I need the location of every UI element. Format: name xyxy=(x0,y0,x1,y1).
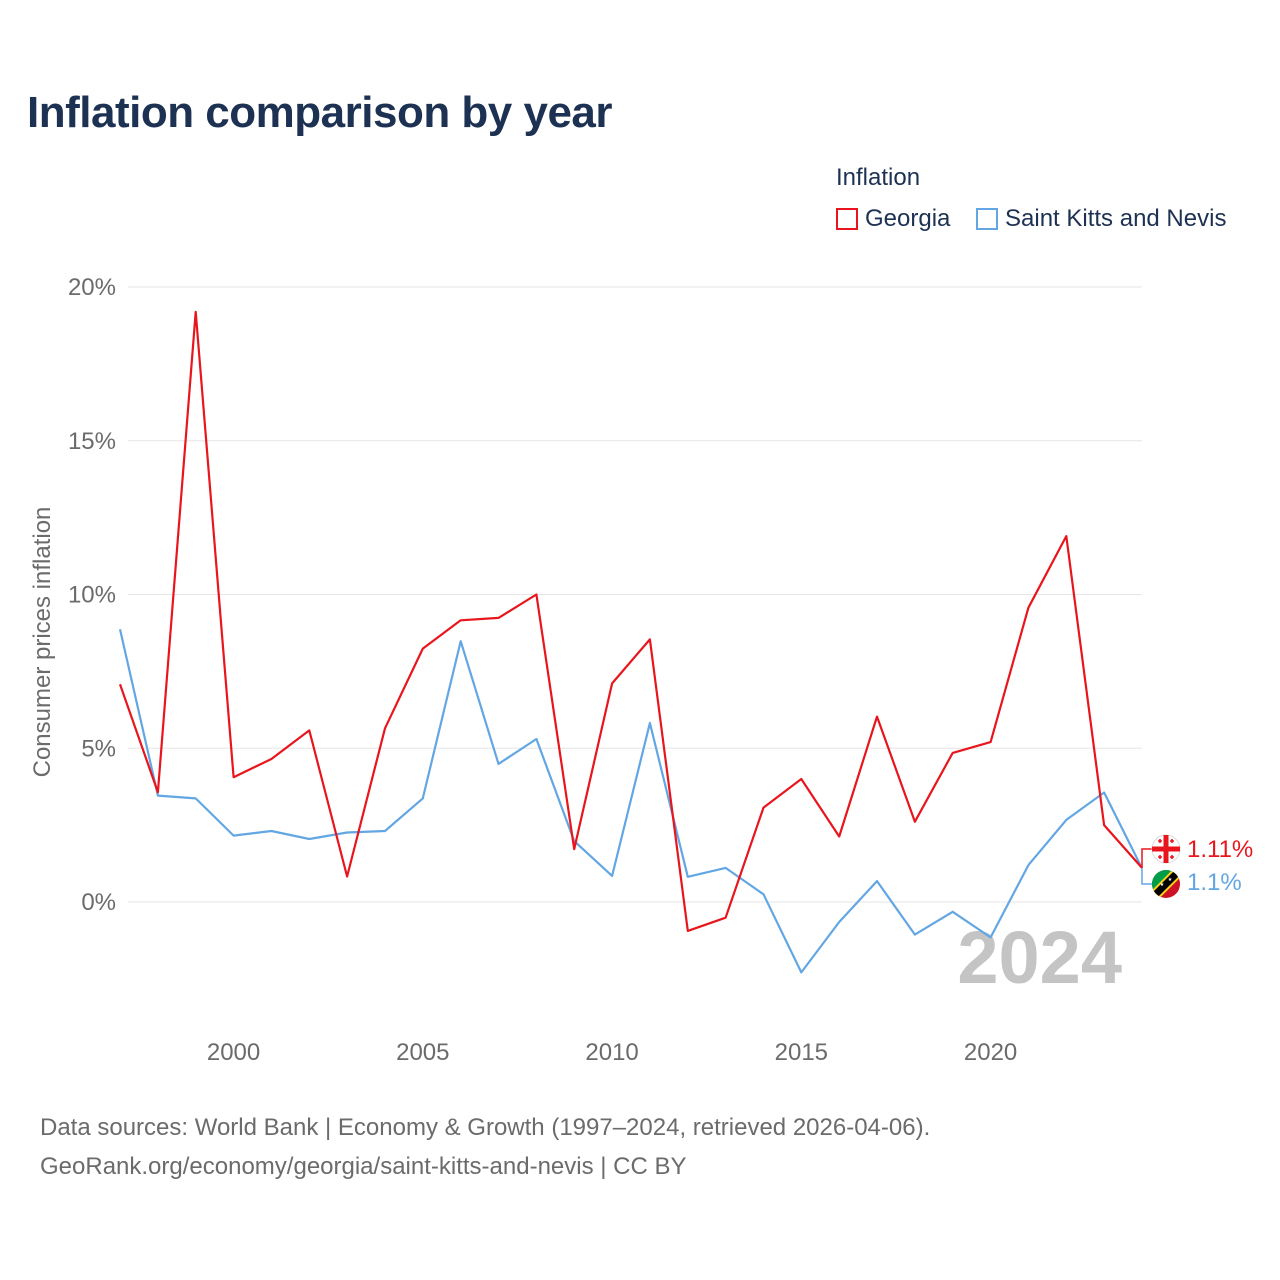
x-axis-ticks: 2000 2005 2010 2015 2020 xyxy=(207,1039,1017,1066)
georgia-flag-icon xyxy=(1151,834,1181,864)
y-tick-label: 5% xyxy=(81,735,116,762)
x-tick-label: 2020 xyxy=(964,1039,1017,1066)
y-tick-label: 15% xyxy=(68,428,116,455)
end-value-label-georgia: 1.11% xyxy=(1187,836,1253,863)
x-tick-label: 2000 xyxy=(207,1039,260,1066)
end-connector-saint-kitts-and-nevis xyxy=(1141,868,1152,885)
end-value-label-saint-kitts-and-nevis: 1.1% xyxy=(1187,869,1242,896)
x-tick-label: 2015 xyxy=(775,1039,828,1066)
source-line-2[interactable]: GeoRank.org/economy/georgia/saint-kitts-… xyxy=(40,1153,687,1180)
series-lines xyxy=(118,310,1143,974)
end-markers: ★ ★ 1.11% 1.1% xyxy=(1141,834,1253,898)
legend-label-saint-kitts-and-nevis: Saint Kitts and Nevis xyxy=(1005,205,1227,232)
legend-swatch-georgia xyxy=(836,208,858,230)
source-line-1: Data sources: World Bank | Economy & Gro… xyxy=(40,1114,931,1141)
legend-item-saint-kitts-and-nevis[interactable]: Saint Kitts and Nevis xyxy=(976,205,1226,233)
y-axis-ticks: 0% 5% 10% 15% 20% xyxy=(68,274,116,916)
legend-swatch-saint-kitts-and-nevis xyxy=(976,208,998,230)
source-note: Data sources: World Bank | Economy & Gro… xyxy=(40,1108,930,1186)
y-tick-label: 20% xyxy=(68,274,116,301)
gridlines xyxy=(128,286,1142,903)
svg-text:★: ★ xyxy=(1168,877,1173,883)
legend-label-georgia: Georgia xyxy=(865,205,951,232)
x-tick-label: 2010 xyxy=(585,1039,638,1066)
y-tick-label: 0% xyxy=(81,889,116,916)
current-year-label: 2024 xyxy=(957,916,1122,999)
x-tick-label: 2005 xyxy=(396,1039,449,1066)
chart-title: Inflation comparison by year xyxy=(27,88,613,137)
saint-kitts-and-nevis-flag-icon: ★ ★ xyxy=(1152,870,1180,898)
svg-text:★: ★ xyxy=(1160,882,1165,888)
series-line-saint-kitts-and-nevis[interactable] xyxy=(118,628,1143,974)
y-tick-label: 10% xyxy=(68,582,116,609)
end-connector-georgia xyxy=(1141,848,1152,868)
series-line-georgia[interactable] xyxy=(118,310,1143,933)
legend-title: Inflation xyxy=(836,164,921,191)
y-axis-label: Consumer prices inflation xyxy=(29,507,56,778)
legend-item-georgia[interactable]: Georgia xyxy=(836,205,950,233)
